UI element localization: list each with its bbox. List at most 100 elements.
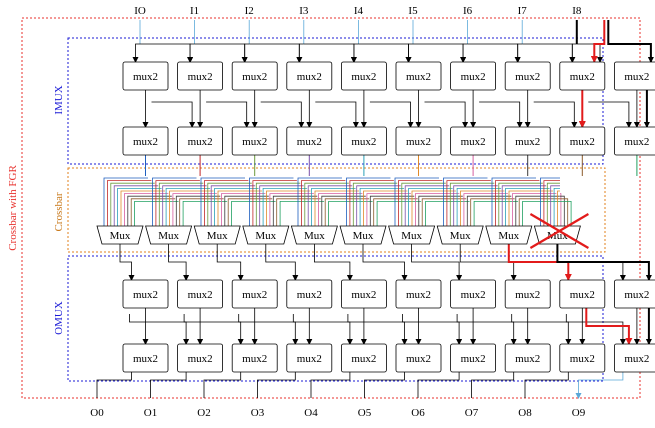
mux2-block bbox=[286, 343, 333, 373]
mux2-label: mux2 bbox=[188, 289, 213, 301]
mux2-block bbox=[559, 343, 606, 373]
mux2-label: mux2 bbox=[242, 289, 267, 301]
mux2-block bbox=[286, 126, 333, 156]
crossbar-region-border bbox=[67, 167, 606, 253]
mux2-block bbox=[231, 279, 278, 309]
crossbar-mux-label: Mux bbox=[158, 230, 179, 242]
mux2-block bbox=[177, 343, 224, 373]
mux2-block bbox=[231, 126, 278, 156]
mux2-label: mux2 bbox=[133, 353, 158, 365]
output-label: O3 bbox=[251, 407, 265, 419]
mux2-label: mux2 bbox=[624, 136, 649, 148]
output-label: O1 bbox=[144, 407, 157, 419]
mux2-label: mux2 bbox=[461, 71, 486, 83]
omux-region-label: OMUX bbox=[53, 301, 65, 335]
mux2-block bbox=[614, 61, 655, 91]
mux2-block bbox=[340, 279, 387, 309]
crossbar-region-label: Crossbar bbox=[53, 192, 65, 231]
crossbar-mux bbox=[96, 225, 144, 245]
crossbar-wires bbox=[103, 155, 638, 226]
input-label: I6 bbox=[463, 5, 473, 17]
input-label: I8 bbox=[572, 5, 582, 17]
outer-region-label: Crossbar with FGR bbox=[7, 165, 19, 251]
fault-cross-line bbox=[529, 213, 589, 249]
crossbar-mux-label: Mux bbox=[353, 230, 374, 242]
mux2-label: mux2 bbox=[297, 136, 322, 148]
mux2-block bbox=[231, 343, 278, 373]
input-label: I2 bbox=[245, 5, 254, 17]
mux2-block bbox=[559, 61, 606, 91]
crossbar-mux-label: Mux bbox=[401, 230, 422, 242]
mux2-block bbox=[504, 61, 551, 91]
mux2-block bbox=[504, 279, 551, 309]
omux-region-border bbox=[67, 255, 604, 382]
mux2-block bbox=[177, 126, 224, 156]
mux2-block bbox=[559, 279, 606, 309]
mux2-label: mux2 bbox=[624, 71, 649, 83]
output-label: O4 bbox=[304, 407, 318, 419]
crossbar-mux bbox=[339, 225, 387, 245]
input-label: I3 bbox=[299, 5, 309, 17]
input-label: I1 bbox=[190, 5, 199, 17]
mux2-label: mux2 bbox=[242, 71, 267, 83]
output-label: O9 bbox=[572, 407, 586, 419]
mux2-block bbox=[450, 279, 497, 309]
mux2-block bbox=[395, 61, 442, 91]
mux2-label: mux2 bbox=[406, 289, 431, 301]
mux2-block bbox=[614, 126, 655, 156]
mux2-label: mux2 bbox=[133, 136, 158, 148]
mux2-label: mux2 bbox=[515, 136, 540, 148]
input-label: I4 bbox=[354, 5, 364, 17]
wiring-layer bbox=[96, 20, 654, 399]
mux2-label: mux2 bbox=[351, 136, 376, 148]
mux2-block bbox=[450, 126, 497, 156]
mux2-block bbox=[122, 279, 169, 309]
mux2-block bbox=[286, 279, 333, 309]
mux2-block bbox=[559, 126, 606, 156]
mux2-label: mux2 bbox=[406, 353, 431, 365]
crossbar-mux bbox=[193, 225, 241, 245]
crossbar-mux bbox=[290, 225, 338, 245]
mux2-label: mux2 bbox=[570, 289, 595, 301]
mux2-label: mux2 bbox=[515, 71, 540, 83]
crossbar-mux-label: Mux bbox=[255, 230, 276, 242]
mux2-label: mux2 bbox=[188, 353, 213, 365]
outer-region-border bbox=[21, 17, 641, 399]
mux2-label: mux2 bbox=[461, 353, 486, 365]
mux2-label: mux2 bbox=[624, 353, 649, 365]
mux2-label: mux2 bbox=[515, 289, 540, 301]
crossbar-mux-label: Mux bbox=[110, 230, 131, 242]
mux2-label: mux2 bbox=[133, 71, 158, 83]
mux2-block bbox=[340, 126, 387, 156]
mux2-block bbox=[231, 61, 278, 91]
mux2-block bbox=[450, 343, 497, 373]
mux2-label: mux2 bbox=[133, 289, 158, 301]
mux2-block bbox=[614, 279, 655, 309]
imux-region-label: IMUX bbox=[53, 85, 65, 114]
input-label: I7 bbox=[518, 5, 528, 17]
output-label: O5 bbox=[358, 407, 372, 419]
mux2-label: mux2 bbox=[351, 71, 376, 83]
crossbar-mux-label: Mux bbox=[304, 230, 325, 242]
output-label: O0 bbox=[90, 407, 104, 419]
fault-overlay bbox=[529, 213, 589, 249]
output-label: O2 bbox=[197, 407, 210, 419]
mux2-block bbox=[286, 61, 333, 91]
mux2-label: mux2 bbox=[297, 353, 322, 365]
mux2-block bbox=[122, 61, 169, 91]
crossbar-mux bbox=[388, 225, 436, 245]
crossbar-mux bbox=[242, 225, 290, 245]
crossbar-mux-label: Mux bbox=[450, 230, 471, 242]
mux2-block bbox=[395, 279, 442, 309]
mux2-block bbox=[340, 343, 387, 373]
mux2-label: mux2 bbox=[515, 353, 540, 365]
mux2-label: mux2 bbox=[242, 136, 267, 148]
mux2-label: mux2 bbox=[242, 353, 267, 365]
mux2-label: mux2 bbox=[461, 136, 486, 148]
mux2-block bbox=[177, 279, 224, 309]
mux2-label: mux2 bbox=[351, 289, 376, 301]
mux2-block bbox=[395, 126, 442, 156]
mux2-label: mux2 bbox=[406, 71, 431, 83]
